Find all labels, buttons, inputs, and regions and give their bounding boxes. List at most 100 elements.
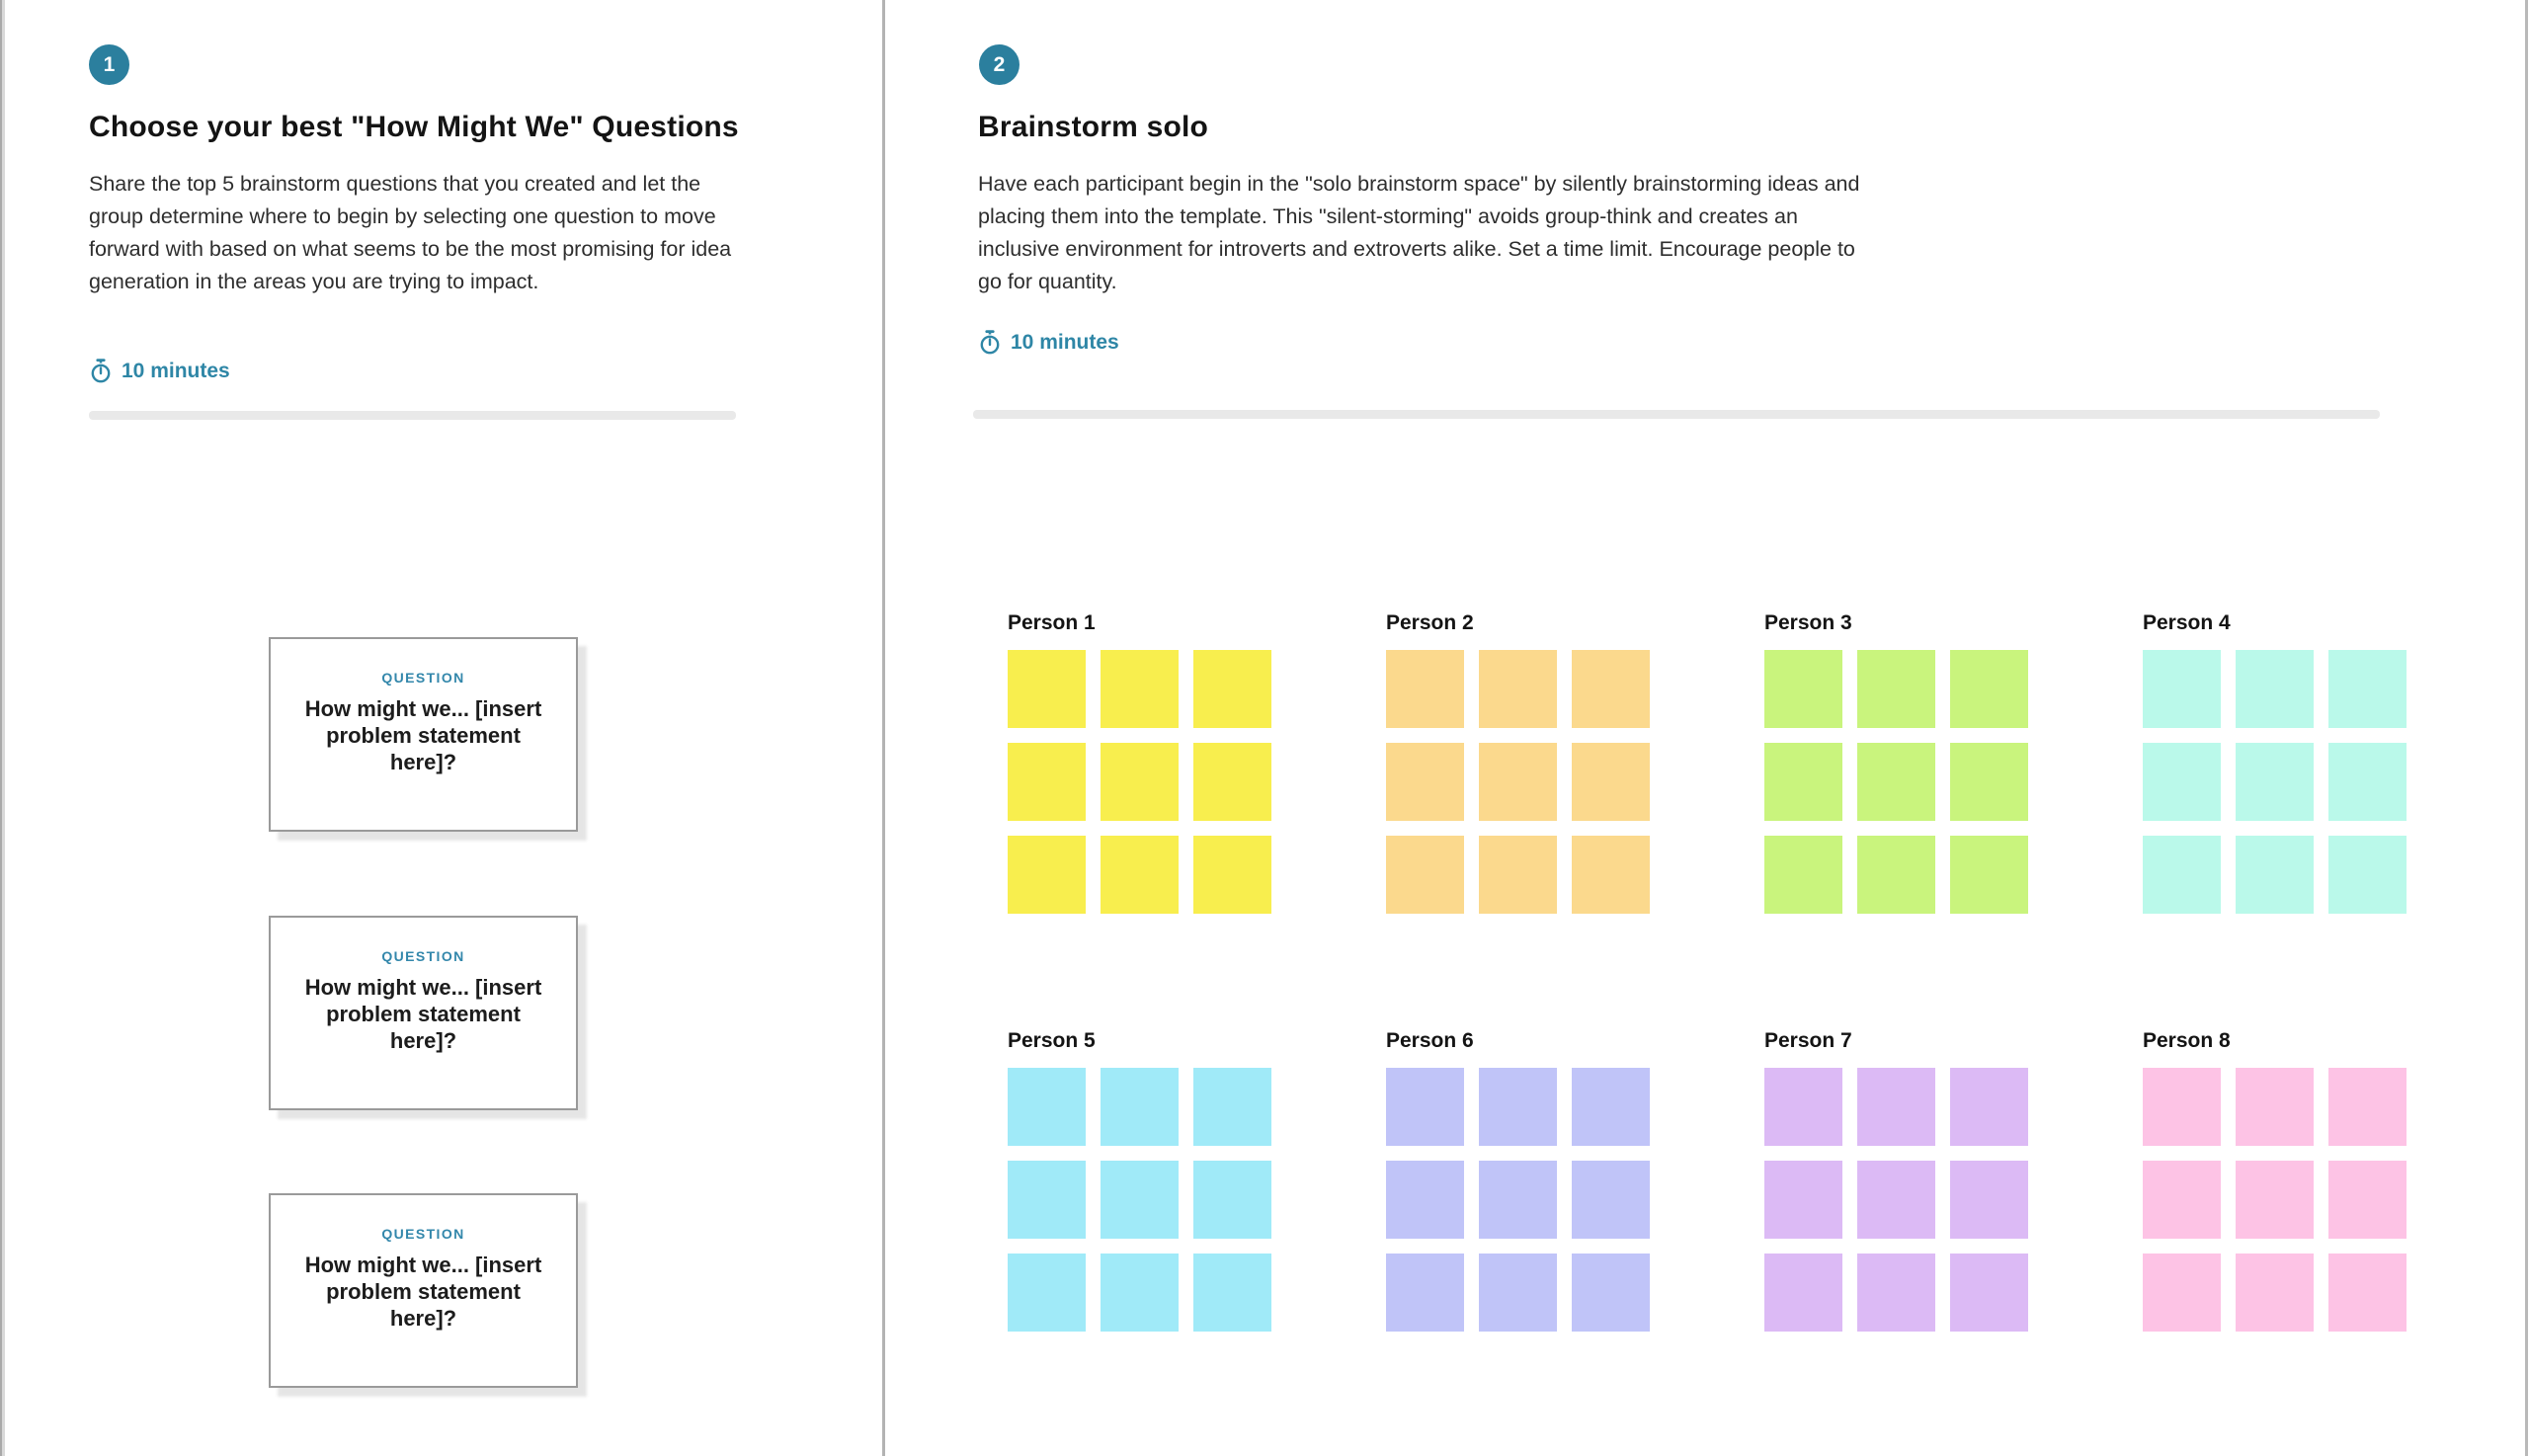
sticky-note[interactable] [1950, 1068, 2028, 1146]
sticky-grid [1008, 650, 1271, 914]
sticky-note[interactable] [1193, 1161, 1271, 1239]
sticky-note[interactable] [2236, 650, 2314, 728]
sticky-note[interactable] [2143, 1161, 2221, 1239]
sticky-grid [1764, 650, 2028, 914]
sticky-note[interactable] [2143, 650, 2221, 728]
sticky-note[interactable] [1950, 1254, 2028, 1332]
sticky-note[interactable] [2236, 743, 2314, 821]
sticky-note[interactable] [1857, 1161, 1935, 1239]
sticky-note[interactable] [1386, 836, 1464, 914]
right-panel-edge [2524, 0, 2529, 1456]
person-label: Person 6 [1386, 1029, 1474, 1052]
person-label: Person 1 [1008, 611, 1096, 634]
sticky-note[interactable] [1479, 743, 1557, 821]
sticky-note[interactable] [2236, 836, 2314, 914]
step-2-timer-label: 10 minutes [1011, 331, 1119, 354]
sticky-note[interactable] [1857, 1068, 1935, 1146]
sticky-note[interactable] [1386, 650, 1464, 728]
sticky-note[interactable] [1101, 650, 1179, 728]
sticky-grid [1386, 1068, 1650, 1332]
sticky-note[interactable] [1386, 743, 1464, 821]
sticky-note[interactable] [2143, 836, 2221, 914]
sticky-note[interactable] [1008, 1161, 1086, 1239]
sticky-note[interactable] [1572, 650, 1650, 728]
sticky-note[interactable] [1857, 743, 1935, 821]
person-label: Person 8 [2143, 1029, 2231, 1052]
sticky-note[interactable] [1764, 1068, 1842, 1146]
sticky-note[interactable] [2328, 836, 2407, 914]
sticky-note[interactable] [2328, 1161, 2407, 1239]
sticky-note[interactable] [1193, 1254, 1271, 1332]
sticky-note[interactable] [1386, 1254, 1464, 1332]
question-card[interactable]: QUESTION How might we... [insert problem… [269, 637, 578, 832]
sticky-note[interactable] [1193, 743, 1271, 821]
stopwatch-icon [89, 359, 113, 384]
person-label: Person 4 [2143, 611, 2231, 634]
question-card[interactable]: QUESTION How might we... [insert problem… [269, 916, 578, 1110]
person-group: Person 5 [1008, 1028, 1271, 1332]
sticky-note[interactable] [2236, 1161, 2314, 1239]
sticky-note[interactable] [2328, 1254, 2407, 1332]
person-group: Person 6 [1386, 1028, 1650, 1332]
sticky-note[interactable] [1764, 1254, 1842, 1332]
panel-divider [882, 0, 885, 1456]
sticky-note[interactable] [1101, 1254, 1179, 1332]
question-card[interactable]: QUESTION How might we... [insert problem… [269, 1193, 578, 1388]
sticky-note[interactable] [1857, 836, 1935, 914]
sticky-note[interactable] [2328, 650, 2407, 728]
sticky-note[interactable] [1572, 836, 1650, 914]
sticky-note[interactable] [1101, 1161, 1179, 1239]
step-2-title: Brainstorm solo [978, 111, 1209, 143]
sticky-note[interactable] [1857, 1254, 1935, 1332]
sticky-note[interactable] [1193, 836, 1271, 914]
person-group: Person 2 [1386, 610, 1650, 914]
person-group: Person 1 [1008, 610, 1271, 914]
sticky-note[interactable] [1479, 836, 1557, 914]
sticky-note[interactable] [1950, 1161, 2028, 1239]
sticky-note[interactable] [2143, 1068, 2221, 1146]
sticky-note[interactable] [1479, 1161, 1557, 1239]
sticky-note[interactable] [1572, 1068, 1650, 1146]
sticky-note[interactable] [2236, 1254, 2314, 1332]
sticky-note[interactable] [1193, 1068, 1271, 1146]
sticky-note[interactable] [1008, 1254, 1086, 1332]
sticky-note[interactable] [1479, 1254, 1557, 1332]
sticky-note[interactable] [1479, 1068, 1557, 1146]
sticky-note[interactable] [1950, 743, 2028, 821]
sticky-note[interactable] [1479, 650, 1557, 728]
sticky-note[interactable] [1386, 1161, 1464, 1239]
sticky-note[interactable] [1572, 1254, 1650, 1332]
sticky-note[interactable] [1950, 836, 2028, 914]
sticky-note[interactable] [1950, 650, 2028, 728]
sticky-note[interactable] [1386, 1068, 1464, 1146]
sticky-note[interactable] [2143, 743, 2221, 821]
sticky-note[interactable] [1101, 743, 1179, 821]
sticky-note[interactable] [1572, 743, 1650, 821]
sticky-note[interactable] [1764, 1161, 1842, 1239]
sticky-note[interactable] [1572, 1161, 1650, 1239]
persons-row-2: Person 5 Person 6 Person 7 Person 8 [1008, 1028, 2407, 1332]
sticky-note[interactable] [1764, 743, 1842, 821]
sticky-note[interactable] [1193, 650, 1271, 728]
question-card-label: QUESTION [381, 948, 465, 964]
person-label: Person 3 [1764, 611, 1852, 634]
sticky-grid [2143, 650, 2407, 914]
sticky-note[interactable] [1764, 650, 1842, 728]
question-card-text: How might we... [insert problem statemen… [304, 1253, 542, 1331]
sticky-note[interactable] [1008, 650, 1086, 728]
person-group: Person 3 [1764, 610, 2028, 914]
sticky-note[interactable] [1008, 1068, 1086, 1146]
left-panel-edge [0, 0, 6, 1456]
sticky-note[interactable] [1008, 743, 1086, 821]
sticky-note[interactable] [1857, 650, 1935, 728]
sticky-note[interactable] [2328, 1068, 2407, 1146]
step-1-badge: 1 [89, 44, 129, 85]
sticky-note[interactable] [2328, 743, 2407, 821]
sticky-note[interactable] [1008, 836, 1086, 914]
sticky-note[interactable] [2236, 1068, 2314, 1146]
sticky-note[interactable] [2143, 1254, 2221, 1332]
question-card-label: QUESTION [381, 670, 465, 686]
sticky-note[interactable] [1101, 1068, 1179, 1146]
sticky-note[interactable] [1764, 836, 1842, 914]
sticky-note[interactable] [1101, 836, 1179, 914]
